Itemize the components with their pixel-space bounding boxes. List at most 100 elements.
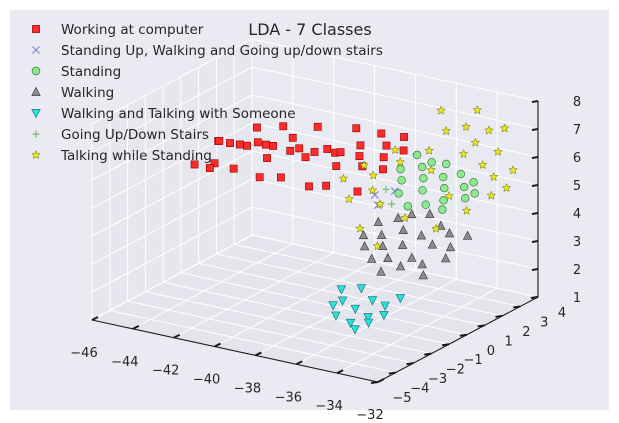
x-tick-mark [295,360,303,366]
grid-line-x-floor [132,243,294,330]
x-tick-label: −46 [70,346,97,361]
data-point [424,145,434,155]
axis-lines [91,101,539,383]
y-tick-label: 0 [487,344,495,359]
data-point [380,301,390,311]
data-point [229,164,238,173]
data-point [417,259,427,269]
data-point [394,189,403,198]
data-point [269,142,278,150]
data-point [377,129,386,138]
data-point [359,241,370,251]
y-tick-mark [406,362,414,366]
z-tick-mark [531,240,539,243]
grid-line-z-back [251,178,539,242]
data-point [375,199,385,209]
data-point [407,208,417,219]
y-tick-label: −4 [410,382,429,397]
legend-item: Walking [31,85,114,101]
data-point [441,125,451,136]
floor-pane [92,235,538,382]
x-tick-mark [173,333,181,339]
data-point [295,144,304,153]
y-tick-mark [370,381,379,384]
z-tick-label: 3 [573,235,581,250]
data-point [328,301,338,311]
grid-line-z-back [251,38,539,102]
data-point [310,148,319,156]
data-point [431,223,441,233]
grid-line-y-floor [109,310,396,374]
data-point [382,141,391,150]
data-point [486,190,497,200]
y-tick-mark [388,371,396,375]
z-tick-mark [531,100,539,103]
data-point [444,190,454,201]
data-point [226,139,234,147]
data-point [477,159,488,170]
series-5 [382,185,396,208]
grid-line-z-side [91,178,253,265]
legend-label: Going Up/Down Stairs [61,127,209,143]
grid-line-z-back [251,206,539,270]
grid-line-y-floor [163,281,450,345]
legend-label: Walking [61,85,114,101]
data-point [397,239,408,249]
y-tick-label: 4 [558,306,566,321]
data-point [352,124,361,133]
data-point [368,170,379,180]
data-point [323,145,332,153]
x-tick-mark [132,324,140,330]
z-tick-mark [531,296,539,299]
data-point [373,216,383,226]
data-point [358,229,369,240]
data-point [253,138,262,147]
data-point [458,148,469,159]
z-tick-mark [531,268,539,271]
grid-line-x-floor [336,287,498,374]
grid-line-z-back [251,66,539,130]
data-point [353,187,362,196]
legend-item: Going Up/Down Stairs [32,127,209,143]
y-tick-label: 2 [522,325,530,340]
data-point [359,160,369,170]
series-3 [358,208,473,280]
data-point [444,228,455,238]
series-6 [338,105,518,251]
legend-label: Standing [61,64,121,80]
grid-line-z-side [91,206,253,293]
z-tick-mark [531,184,539,187]
x-tick-label: −38 [234,381,261,396]
z-tick-mark [531,156,539,159]
y-axis-line [377,296,539,383]
y-tick-label: −5 [392,391,411,406]
data-point [344,193,354,204]
data-point [418,162,427,172]
legend-label: Walking and Talking with Someone [61,106,296,122]
x-tick-label: −40 [193,373,220,388]
data-point [286,146,295,155]
legend-marker [31,149,41,160]
data-point [421,200,430,209]
data-point [426,165,437,175]
data-point [501,182,512,193]
legend-marker [32,130,40,138]
legend-label: Standing Up, Walking and Going up/down s… [61,43,383,59]
legend-item: Standing [31,64,121,80]
data-point [338,173,349,183]
legend-item: Standing Up, Walking and Going up/down s… [31,43,383,59]
data-point [390,145,400,155]
grid-line-z-back [251,150,539,214]
data-point [356,284,366,294]
data-point [345,318,356,329]
data-point [372,241,383,251]
data-point [398,224,408,234]
grid-line-x-floor [214,261,375,348]
data-point [395,294,406,304]
data-point [436,105,446,115]
data-point [277,173,285,182]
data-point [462,230,473,240]
data-point [393,212,403,222]
data-point [488,171,499,182]
data-point [379,153,388,162]
